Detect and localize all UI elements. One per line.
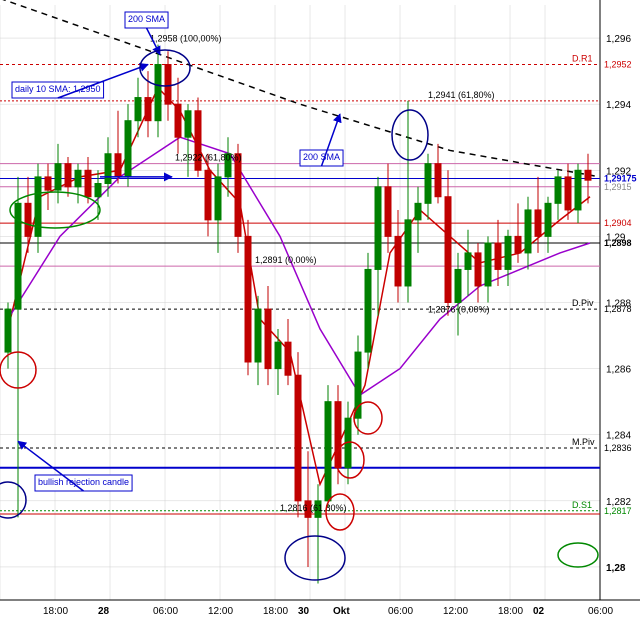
candle (495, 220, 501, 286)
candle (385, 164, 391, 253)
candle (75, 164, 81, 204)
price-level-label: 1,2898 (604, 238, 632, 248)
sma200-label-2: 200 SMA (300, 114, 343, 166)
candle (525, 197, 531, 270)
candle (265, 286, 271, 385)
candle (45, 164, 51, 210)
candle (545, 197, 551, 253)
svg-text:200 SMA: 200 SMA (303, 152, 340, 162)
pivot-label: D.R1 (572, 54, 593, 64)
candle (5, 303, 11, 369)
candle (25, 177, 31, 253)
fib-label: 1,2876 (0,00%) (428, 305, 490, 315)
x-tick-label: Okt (333, 606, 350, 617)
y-tick-label: 1,286 (606, 365, 631, 376)
x-tick-label: 28 (98, 606, 110, 617)
candle (315, 484, 321, 583)
pivot-label: D.S1 (572, 500, 592, 510)
candle (405, 101, 411, 303)
pivot-label: M.Piv (572, 437, 595, 447)
svg-text:200 SMA: 200 SMA (128, 14, 165, 24)
candle (125, 104, 131, 187)
candle (425, 154, 431, 220)
y-tick-label: 1,28 (606, 563, 626, 574)
candle (275, 329, 281, 395)
candle (375, 177, 381, 316)
price-level-label: 1,2915 (604, 182, 632, 192)
daily-10-sma: daily 10 SMA: 1,2950 (12, 65, 148, 99)
candle (535, 177, 541, 253)
chart-svg: 1,281,2821,2841,2861,2881,291,2921,2941,… (0, 0, 640, 621)
fib-label: 1,2891 (0,00%) (255, 255, 317, 265)
x-tick-label: 12:00 (443, 606, 468, 617)
svg-text:bullish rejection candle: bullish rejection candle (38, 477, 129, 487)
candle (35, 164, 41, 253)
price-level-label: 1,2878 (604, 304, 632, 314)
candle (15, 177, 21, 517)
candle (435, 144, 441, 204)
x-tick-label: 06:00 (153, 606, 178, 617)
x-tick-label: 18:00 (263, 606, 288, 617)
candle (295, 352, 301, 517)
bullish-rejection: bullish rejection candle (18, 441, 132, 491)
candle (205, 154, 211, 237)
candle (585, 154, 591, 204)
highlight-ellipse (0, 482, 26, 518)
x-tick-label: 12:00 (208, 606, 233, 617)
candle (475, 243, 481, 303)
fib-label: 1,2816 (61,80%) (280, 503, 347, 513)
x-tick-label: 02 (533, 606, 545, 617)
x-tick-label: 06:00 (588, 606, 613, 617)
pivot-label: D.Piv (572, 298, 594, 308)
candle (195, 98, 201, 177)
candle (175, 78, 181, 154)
candle (455, 253, 461, 336)
y-tick-label: 1,296 (606, 34, 631, 45)
price-level-label: 1,2904 (604, 218, 632, 228)
candle (245, 220, 251, 375)
highlight-ellipse (285, 536, 345, 580)
candle (575, 164, 581, 224)
candle (465, 230, 471, 296)
svg-text:daily 10 SMA: 1,2950: daily 10 SMA: 1,2950 (15, 84, 101, 94)
fib-label: 1,2958 (100,00%) (150, 34, 222, 44)
y-tick-label: 1,284 (606, 431, 631, 442)
candle (55, 144, 61, 204)
candle (285, 319, 291, 385)
price-level-label: 1,2952 (604, 60, 632, 70)
fib-label: 1,2922 (61,80%) (175, 153, 242, 163)
candle (65, 157, 71, 197)
fib-label: 1,2941 (61,80%) (428, 90, 495, 100)
x-tick-label: 18:00 (498, 606, 523, 617)
x-tick-label: 30 (298, 606, 310, 617)
price-level-label: 1,2836 (604, 443, 632, 453)
candle (355, 336, 361, 435)
y-tick-label: 1,294 (606, 100, 631, 111)
candlestick-chart: 1,281,2821,2841,2861,2881,291,2921,2941,… (0, 0, 640, 621)
candle (115, 111, 121, 184)
candle (485, 236, 491, 302)
price-level-label: 1,2817 (604, 506, 632, 516)
candle (445, 170, 451, 315)
candle (325, 385, 331, 507)
x-tick-label: 06:00 (388, 606, 413, 617)
candle (255, 296, 261, 385)
candle (365, 253, 371, 369)
candle (155, 45, 161, 138)
candle (555, 170, 561, 220)
highlight-ellipse (558, 543, 598, 567)
x-tick-label: 18:00 (43, 606, 68, 617)
